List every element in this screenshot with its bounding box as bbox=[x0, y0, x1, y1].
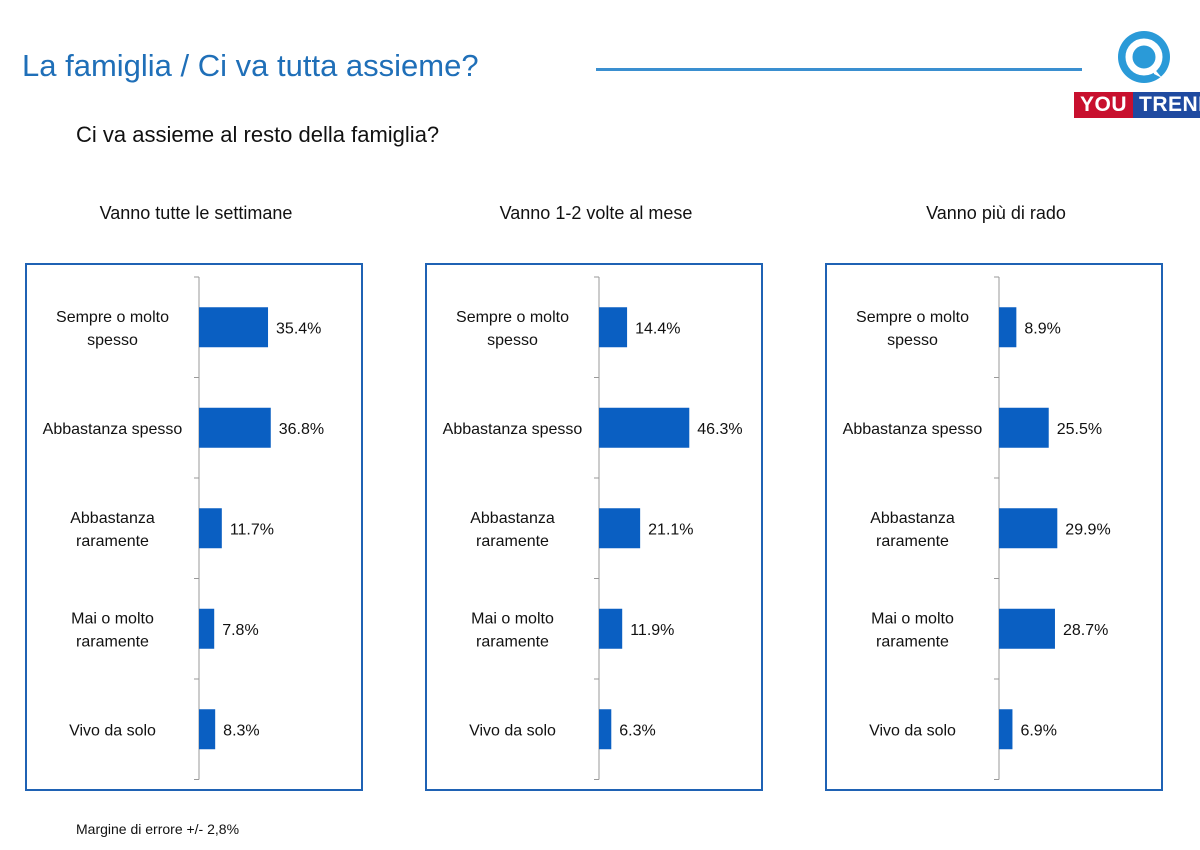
error-margin-note: Margine di errore +/- 2,8% bbox=[76, 821, 240, 837]
bar bbox=[599, 307, 628, 348]
category-label: Abbastanza raramente bbox=[870, 510, 955, 550]
bar-value-label: 6.3% bbox=[619, 722, 655, 739]
chart-panel-rarely: 8.9% Sempre o molto spesso 25.5% Abbastanza … bbox=[825, 263, 1163, 791]
speech-bubble-q-icon bbox=[1118, 31, 1170, 83]
category-label: Abbastanza spesso bbox=[443, 421, 583, 438]
bar-value-label: 29.9% bbox=[1065, 521, 1110, 538]
category-label: Sempre o molto spesso bbox=[456, 309, 569, 349]
chart-panel-weekly: 35.4% Sempre o molto spesso 36.8% Abbastanza… bbox=[25, 263, 363, 791]
bar-value-label: 11.9% bbox=[630, 622, 674, 639]
bar-value-label: 11.7% bbox=[230, 521, 274, 538]
bar-chart-weekly: 35.4% Sempre o molto spesso 36.8% Abbastanza… bbox=[43, 276, 324, 780]
logo-trend-text: TREND bbox=[1133, 92, 1200, 118]
title-rule bbox=[596, 68, 1082, 71]
bar-value-label: 8.3% bbox=[223, 722, 259, 739]
bar-value-label: 14.4% bbox=[635, 320, 680, 337]
bar bbox=[199, 608, 215, 649]
category-label: Mai o molto raramente bbox=[471, 610, 554, 650]
page-title: La famiglia / Ci va tutta assieme? bbox=[22, 48, 479, 83]
bar-value-label: 46.3% bbox=[697, 421, 742, 438]
category-label: Mai o molto raramente bbox=[871, 610, 954, 650]
category-label: Abbastanza spesso bbox=[43, 421, 183, 438]
panel-title-weekly: Vanno tutte le settimane bbox=[99, 203, 293, 223]
category-label: Abbastanza raramente bbox=[470, 510, 555, 550]
bar-value-label: 35.4% bbox=[276, 320, 321, 337]
panel-title-monthly: Vanno 1-2 volte al mese bbox=[499, 203, 693, 223]
youtrend-logo: YOU TREND bbox=[1074, 26, 1200, 122]
bar-value-label: 25.5% bbox=[1057, 421, 1102, 438]
bar bbox=[199, 407, 271, 448]
bar bbox=[599, 508, 641, 549]
bar-value-label: 28.7% bbox=[1063, 622, 1108, 639]
bar bbox=[999, 307, 1017, 348]
chart-panel-monthly: 14.4% Sempre o molto spesso 46.3% Abbastanza… bbox=[425, 263, 763, 791]
bar bbox=[599, 709, 612, 750]
bar bbox=[599, 407, 690, 448]
category-label: Abbastanza raramente bbox=[70, 510, 155, 550]
category-label: Sempre o molto spesso bbox=[56, 309, 169, 349]
bar-value-label: 21.1% bbox=[648, 521, 693, 538]
bar-chart-rarely: 8.9% Sempre o molto spesso 25.5% Abbastanza … bbox=[843, 276, 1111, 780]
bar bbox=[199, 307, 269, 348]
logo-you-text: YOU bbox=[1074, 92, 1134, 118]
bar bbox=[999, 608, 1055, 649]
category-label: Sempre o molto spesso bbox=[856, 309, 969, 349]
bar bbox=[199, 508, 222, 549]
category-label: Vivo da solo bbox=[869, 722, 956, 739]
category-label: Vivo da solo bbox=[469, 722, 556, 739]
bar bbox=[199, 709, 216, 750]
bar-chart-monthly: 14.4% Sempre o molto spesso 46.3% Abbastanza… bbox=[443, 276, 743, 780]
bar bbox=[999, 407, 1049, 448]
bar bbox=[999, 709, 1013, 750]
bar bbox=[999, 508, 1058, 549]
bar-value-label: 36.8% bbox=[279, 421, 324, 438]
bar-value-label: 6.9% bbox=[1020, 722, 1056, 739]
category-label: Mai o molto raramente bbox=[71, 610, 154, 650]
bar-value-label: 7.8% bbox=[222, 622, 258, 639]
survey-question: Ci va assieme al resto della famiglia? bbox=[76, 122, 440, 147]
bar bbox=[599, 608, 623, 649]
panel-title-rarely: Vanno più di rado bbox=[926, 203, 1066, 223]
bar-value-label: 8.9% bbox=[1024, 320, 1060, 337]
category-label: Abbastanza spesso bbox=[843, 421, 983, 438]
category-label: Vivo da solo bbox=[69, 722, 156, 739]
